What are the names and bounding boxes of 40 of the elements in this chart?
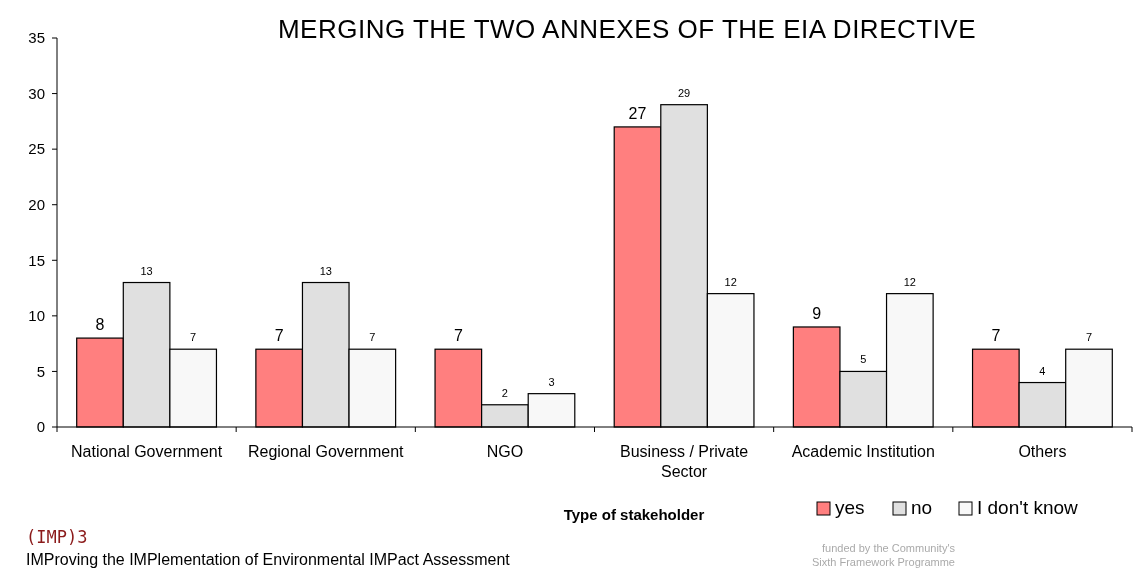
y-tick-label: 25 — [28, 140, 45, 158]
data-label: 12 — [903, 275, 916, 288]
text: IMProving the IMPlementation of Environmental IMPact Assessment — [26, 551, 511, 568]
data-label: 7 — [1085, 331, 1093, 344]
y-tick-label: 5 — [36, 362, 45, 380]
data-label: 3 — [548, 375, 555, 388]
x-tick-label: Academic Institution — [791, 443, 935, 460]
data-label: 8 — [95, 316, 105, 334]
y-tick-label: 30 — [28, 84, 45, 102]
x-tick-label: National Government — [70, 443, 223, 460]
data-label: 13 — [319, 264, 332, 277]
data-label: 7 — [190, 331, 197, 344]
data-label: 4 — [1039, 364, 1046, 377]
text: funded by the Community's Sixth Framework Programme — [811, 542, 956, 568]
data-label: 13 — [140, 264, 153, 277]
data-label: 2 — [501, 386, 508, 399]
y-tick-label: 20 — [28, 195, 45, 213]
data-label: 5 — [860, 353, 867, 366]
x-tick-label: Others — [1018, 443, 1067, 460]
x-tick-label: Regional Government — [247, 443, 405, 460]
y-tick-label: 15 — [28, 251, 45, 269]
data-label: 7 — [453, 327, 463, 345]
y-tick-label: 35 — [28, 29, 45, 47]
chart-title: MERGING THE TWO ANNEXES OF THE EIA DIRECTIVE — [277, 14, 977, 44]
x-tick-label: NGO — [486, 443, 524, 460]
y-tick-label: 0 — [36, 418, 45, 436]
legend-label: no — [911, 497, 933, 518]
x-tick-label: Business / Private Sector — [620, 443, 749, 480]
data-label: 12 — [724, 275, 737, 288]
legend-label: yes — [835, 497, 865, 518]
data-label: 7 — [991, 327, 1001, 345]
data-label: 27 — [628, 104, 647, 122]
data-label: 7 — [369, 331, 376, 344]
data-label: 7 — [274, 327, 284, 345]
x-axis-title: Type of stakeholder — [563, 506, 705, 523]
y-tick-label: 10 — [28, 307, 45, 325]
data-label: 29 — [677, 86, 691, 99]
data-label: 9 — [812, 304, 822, 322]
text: (IMP)3 — [26, 527, 88, 547]
legend-label: I don't know — [977, 497, 1079, 518]
